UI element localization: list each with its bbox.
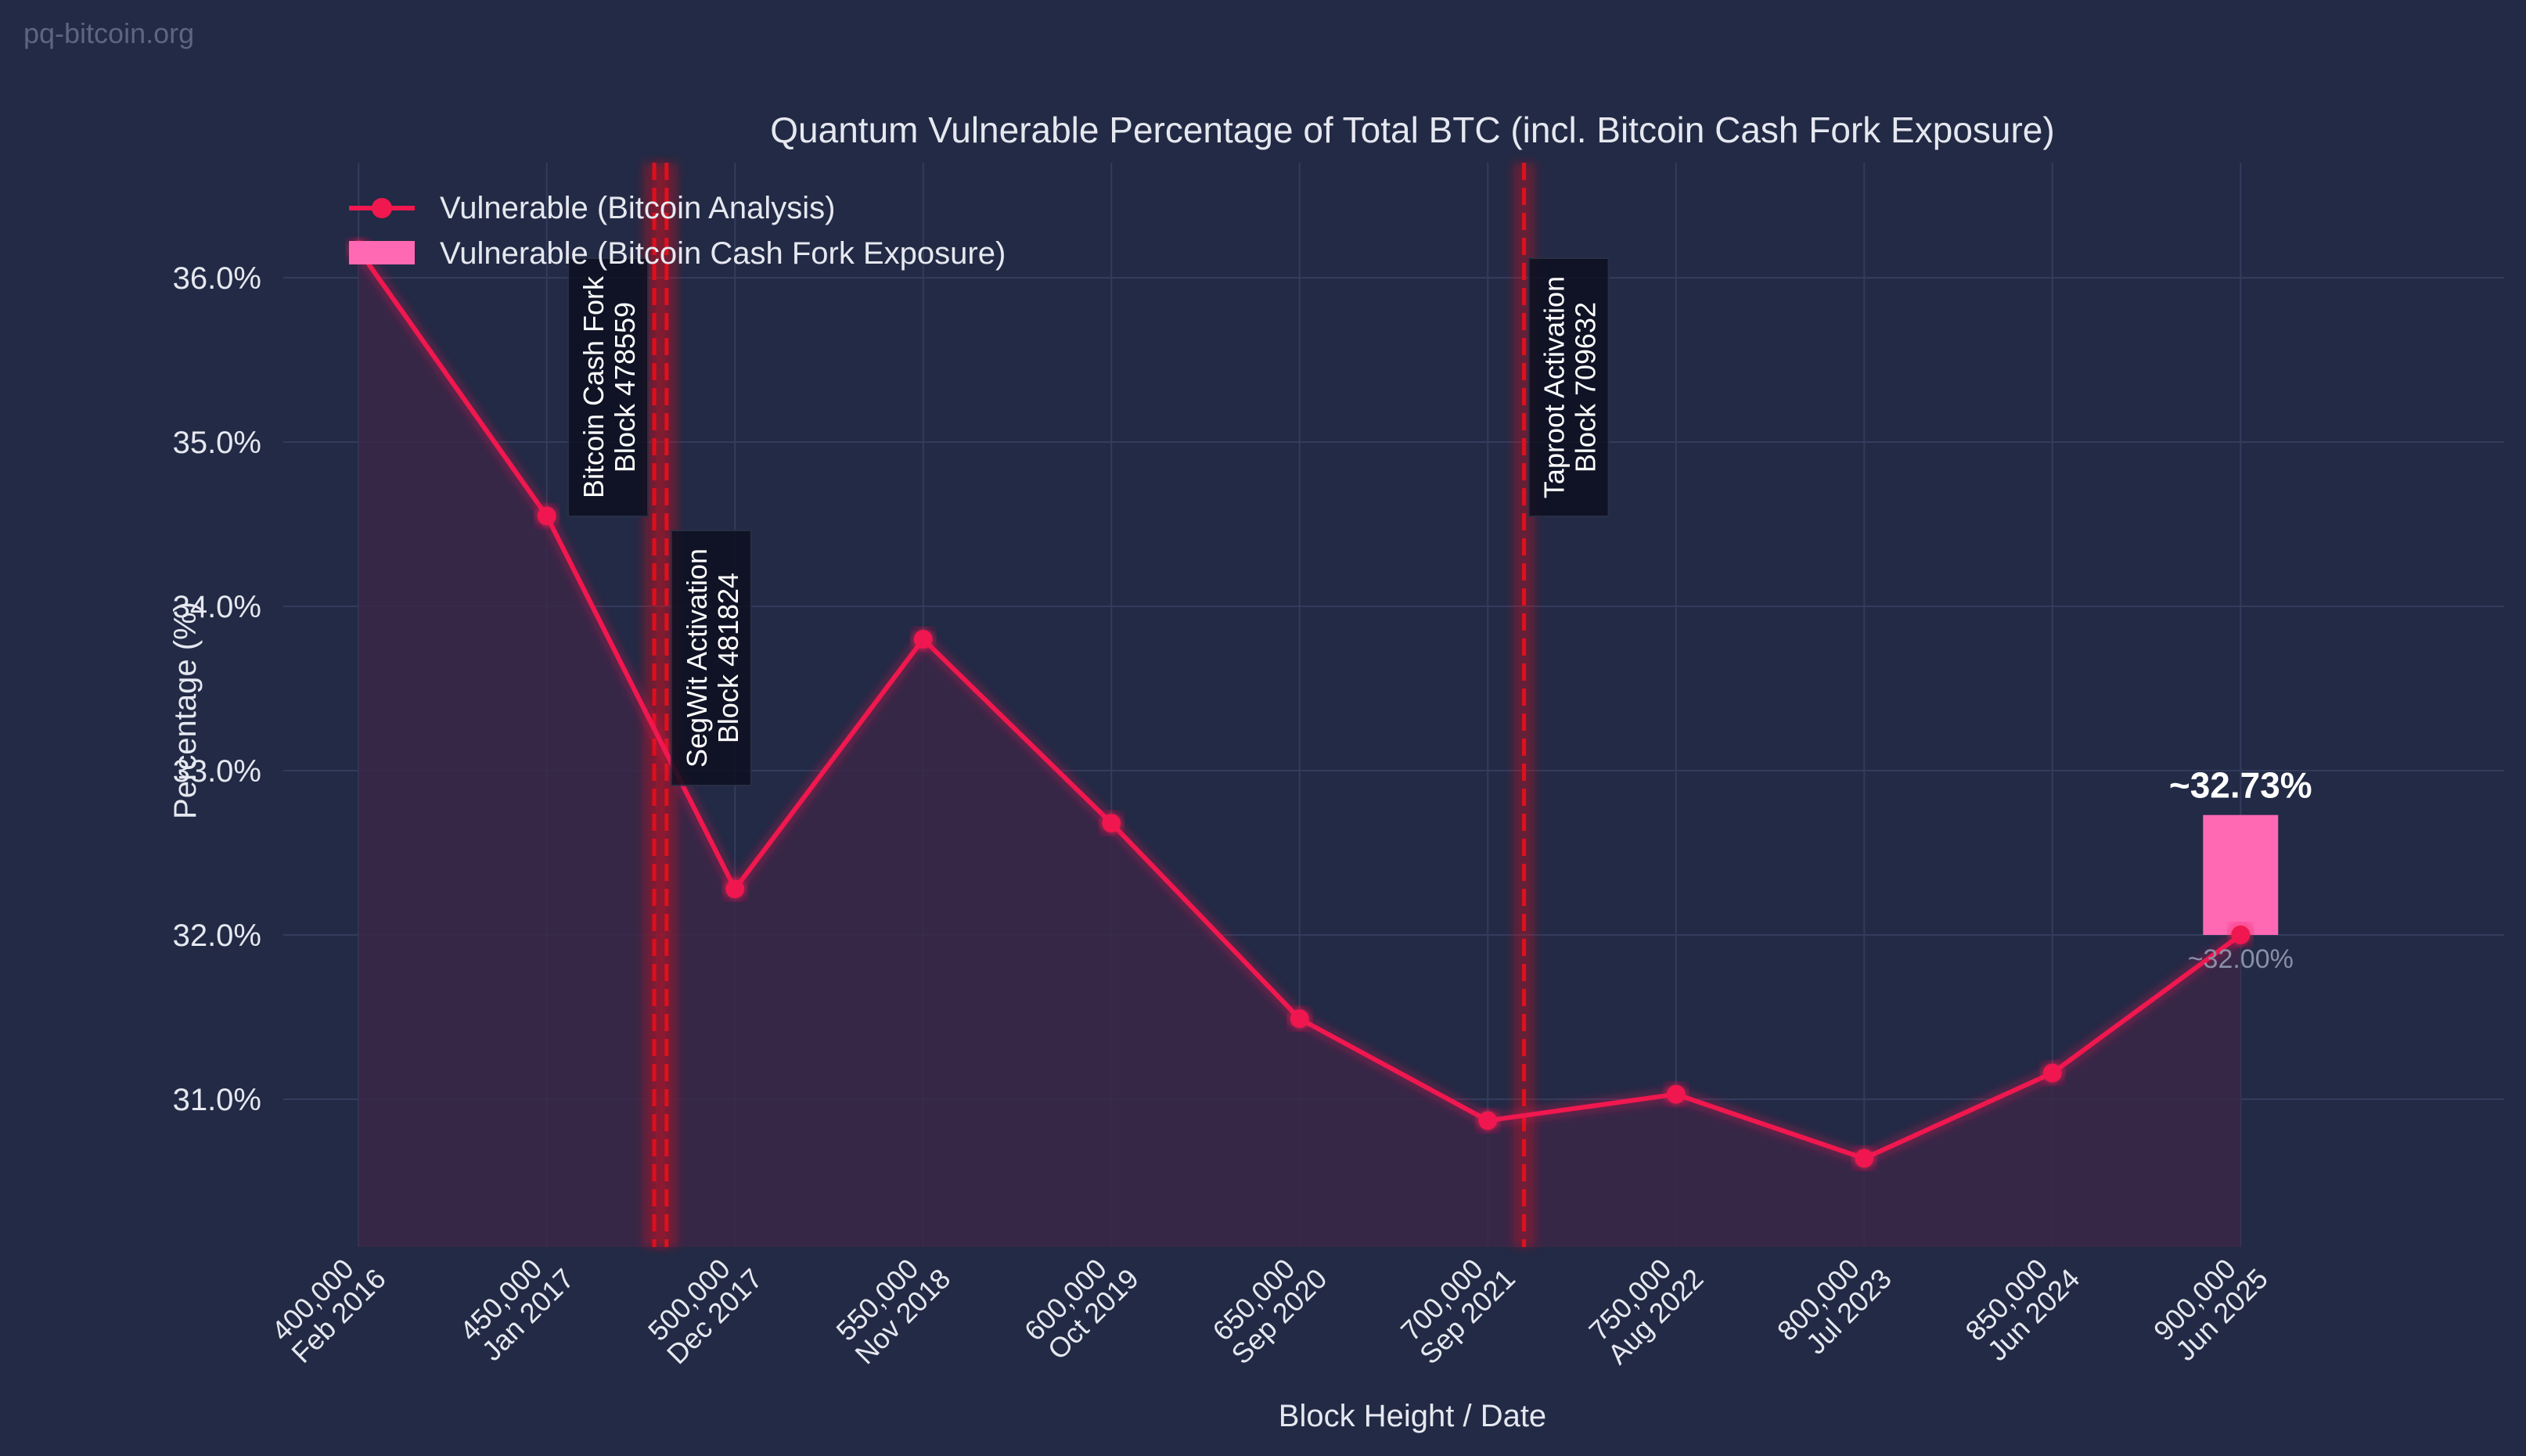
y-tick-label: 36.0% — [173, 261, 261, 296]
event-label-box — [567, 257, 649, 517]
legend-label-fork: Vulnerable (Bitcoin Cash Fork Exposure) — [440, 236, 1006, 271]
legend-marker — [372, 198, 392, 218]
data-point — [2042, 1063, 2062, 1083]
fork-exposure-bar-layer: ~32.73% ~32.00% — [2169, 765, 2312, 974]
fork-exposure-bottom-label: ~32.00% — [2188, 944, 2294, 974]
data-point — [1478, 1111, 1498, 1131]
y-tick-label: 35.0% — [173, 426, 261, 460]
event-label-name: Bitcoin Cash Fork — [578, 275, 610, 498]
data-point — [537, 506, 556, 526]
series-area — [358, 250, 2241, 1247]
y-tick-label: 31.0% — [173, 1083, 261, 1117]
watermark: pq-bitcoin.org — [23, 17, 195, 49]
event-label-box — [670, 530, 752, 786]
data-point — [1290, 1009, 1309, 1029]
data-point — [1102, 814, 1121, 833]
area-fill — [358, 250, 2241, 1247]
y-tick-label: 32.0% — [173, 919, 261, 953]
event-label-block: Block 481824 — [712, 573, 744, 743]
data-point — [1855, 1149, 1874, 1168]
fork-exposure-bar — [2203, 814, 2279, 935]
legend: Vulnerable (Bitcoin Analysis) Vulnerable … — [349, 191, 1006, 271]
y-tick-label: 33.0% — [173, 754, 261, 789]
data-point — [913, 630, 933, 649]
legend-bar-swatch — [349, 241, 415, 264]
legend-label-series: Vulnerable (Bitcoin Analysis) — [440, 191, 835, 225]
fork-exposure-top-label: ~32.73% — [2169, 765, 2312, 806]
data-point — [725, 879, 745, 899]
chart-title: Quantum Vulnerable Percentage of Total B… — [770, 110, 2054, 150]
event-label-name: Taproot Activation — [1538, 276, 1571, 498]
event-label-0: Bitcoin Cash Fork Block 478559 — [567, 257, 649, 517]
event-label-block: Block 478559 — [609, 302, 641, 473]
x-axis-label: Block Height / Date — [1279, 1399, 1546, 1433]
data-point — [1666, 1084, 1686, 1104]
event-label-box — [1527, 257, 1610, 517]
y-axis-label: Percentage (%) — [168, 602, 203, 819]
data-point — [2231, 926, 2251, 944]
event-label-block: Block 709632 — [1570, 302, 1602, 473]
event-label-1: SegWit Activation Block 481824 — [670, 530, 752, 786]
event-label-name: SegWit Activation — [681, 548, 713, 768]
y-tick-label: 34.0% — [173, 590, 261, 624]
event-labels: Bitcoin Cash Fork Block 478559 SegWit Acti… — [567, 257, 1610, 786]
event-label-2: Taproot Activation Block 709632 — [1527, 257, 1610, 517]
